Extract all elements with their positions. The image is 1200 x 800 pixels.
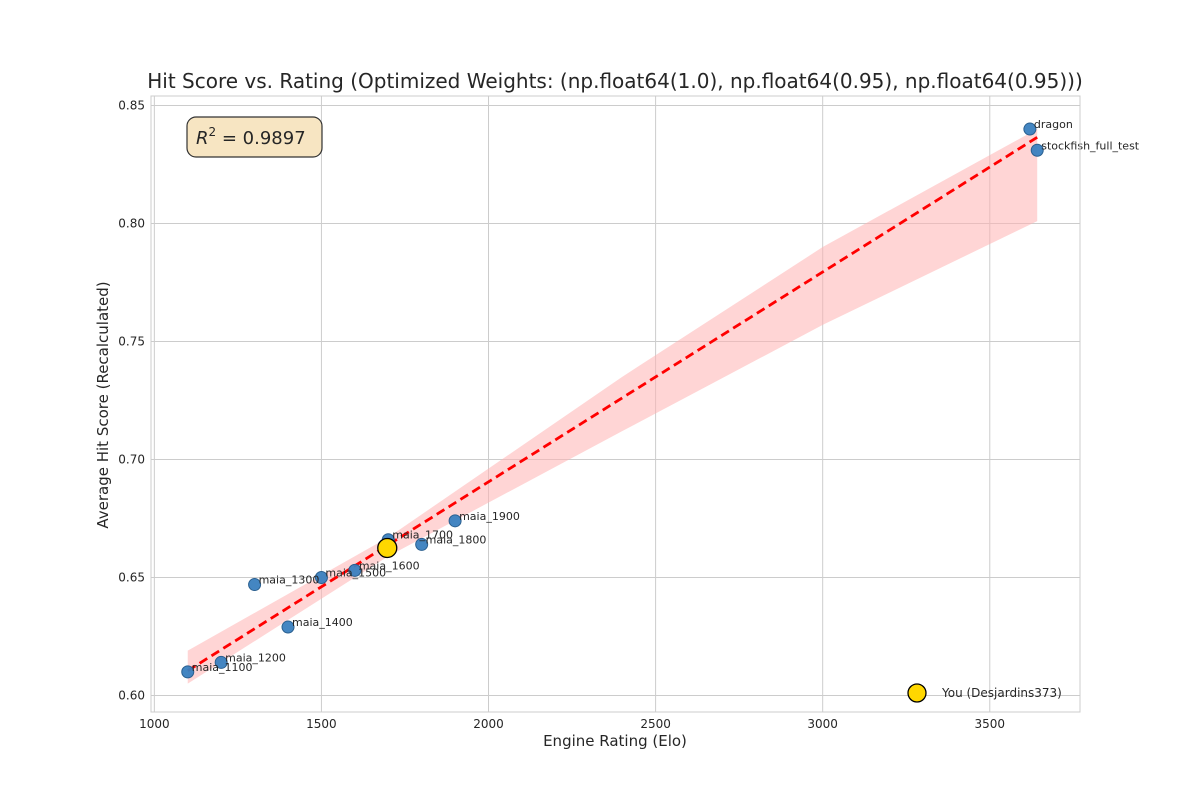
y-tick-label: 0.75 <box>118 334 145 348</box>
data-point <box>281 620 295 634</box>
data-point <box>448 514 462 528</box>
x-tick-label: 3500 <box>974 717 1005 731</box>
chart-title: Hit Score vs. Rating (Optimized Weights:… <box>147 69 1083 93</box>
y-tick-label: 0.60 <box>118 688 145 702</box>
r-squared-annotation: R2 = 0.9897 <box>186 116 323 158</box>
x-tick-label: 2000 <box>473 717 504 731</box>
r-squared-value: = 0.9897 <box>216 128 306 149</box>
point-label: maia_1700 <box>392 529 453 542</box>
x-tick-label: 2500 <box>640 717 671 731</box>
point-label: maia_1300 <box>259 574 320 587</box>
legend: You (Desjardins373) <box>907 683 1062 703</box>
x-axis-title: Engine Rating (Elo) <box>543 732 687 750</box>
legend-label-you: You (Desjardins373) <box>941 686 1062 700</box>
confidence-band-group <box>187 129 1038 684</box>
point-label: maia_1200 <box>225 651 286 664</box>
point-label: maia_1100 <box>192 661 253 674</box>
y-tick-label: 0.80 <box>118 216 145 230</box>
point-label: dragon <box>1034 118 1073 131</box>
point-label: maia_1800 <box>426 533 487 546</box>
x-tick-label: 1500 <box>306 717 337 731</box>
legend-marker-you <box>907 683 927 703</box>
y-axis-title: Average Hit Score (Recalculated) <box>94 281 112 528</box>
point-label: maia_1500 <box>325 566 386 579</box>
point-label: maia_1900 <box>459 510 520 523</box>
data-point <box>348 563 362 577</box>
point-label: maia_1600 <box>359 559 420 572</box>
data-point <box>214 655 228 669</box>
r-squared-text: R2 = 0.9897 <box>196 125 306 149</box>
data-point <box>181 665 195 679</box>
y-tick-label: 0.85 <box>118 98 145 112</box>
data-points <box>181 122 1044 679</box>
y-tick-label: 0.70 <box>118 452 145 466</box>
data-point <box>1023 122 1037 136</box>
confidence-band <box>187 129 1038 684</box>
r-squared-exponent: 2 <box>209 125 217 139</box>
data-point <box>1030 143 1044 157</box>
axes-frame <box>150 95 1081 713</box>
x-tick-label: 3000 <box>807 717 838 731</box>
tick-labels: 1000 1500 2000 2500 3000 3500 0.60 0.65 0.70 0.75… <box>118 98 1005 731</box>
point-label: maia_1400 <box>292 616 353 629</box>
data-point <box>314 570 328 584</box>
data-point <box>248 578 262 592</box>
x-tick-label: 1000 <box>139 717 170 731</box>
point-label: stockfish_full_test <box>1041 139 1140 152</box>
y-tick-label: 0.65 <box>118 570 145 584</box>
data-point <box>415 537 429 551</box>
r-squared-box <box>186 116 323 158</box>
data-point-you <box>377 537 398 559</box>
r-squared-prefix: R <box>196 128 209 149</box>
plot-frame <box>150 95 1081 713</box>
